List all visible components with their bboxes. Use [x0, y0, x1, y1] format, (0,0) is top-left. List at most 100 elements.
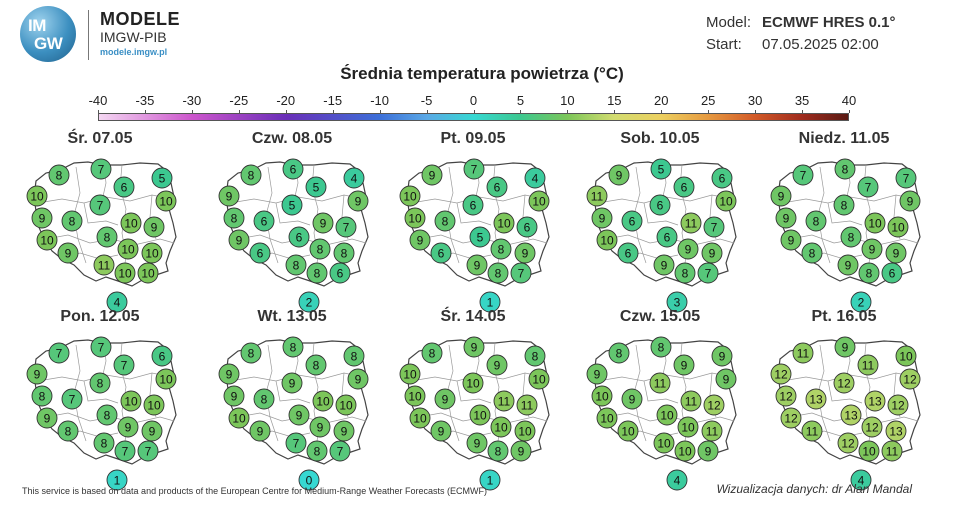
- colorbar-tick-label: 40: [841, 93, 857, 108]
- station-temperature: 6: [657, 199, 664, 213]
- station-temperature: 9: [289, 377, 296, 391]
- station-temperature: 10: [497, 217, 511, 231]
- brand-subtitle: IMGW-PIB: [100, 29, 167, 45]
- station-marker: [486, 176, 508, 198]
- station-temperature: 10: [159, 195, 173, 209]
- station-marker: [343, 345, 365, 367]
- station-temperature: 5: [477, 231, 484, 245]
- colorbar-tick-mark: [332, 110, 334, 113]
- station-temperature: 7: [98, 163, 105, 177]
- brand-url-link[interactable]: modele.imgw.pl: [100, 47, 168, 57]
- station-marker: [249, 420, 271, 442]
- station-marker: [516, 394, 538, 416]
- station-marker: [240, 342, 262, 364]
- station-marker: [329, 440, 351, 462]
- colorbar-tick-mark: [379, 110, 381, 113]
- station-temperature: 7: [343, 221, 350, 235]
- model-label: Model:: [706, 14, 752, 31]
- station-temperature: 10: [159, 373, 173, 387]
- station-marker: [343, 167, 365, 189]
- station-temperature: 9: [681, 359, 688, 373]
- station-marker: [701, 242, 723, 264]
- station-temperature: 10: [532, 373, 546, 387]
- station-temperature: 10: [600, 234, 614, 248]
- station-marker: [120, 212, 142, 234]
- station-marker: [253, 210, 275, 232]
- station-marker: [421, 164, 443, 186]
- station-marker: [113, 354, 135, 376]
- station-temperature: 8: [56, 169, 63, 183]
- station-temperature: 9: [842, 341, 849, 355]
- station-temperature: 9: [845, 259, 852, 273]
- station-temperature: 8: [231, 212, 238, 226]
- station-marker: [26, 185, 48, 207]
- station-marker: [137, 440, 159, 462]
- station-temperature: 9: [442, 393, 449, 407]
- station-temperature: 9: [705, 445, 712, 459]
- station-temperature: 7: [800, 169, 807, 183]
- station-marker: [93, 254, 115, 276]
- colorbar-tick-label: 0: [469, 93, 478, 108]
- station-temperature: 10: [403, 190, 417, 204]
- region-border: [83, 380, 119, 404]
- station-marker: [90, 158, 112, 180]
- station-temperature: 10: [862, 445, 876, 459]
- station-marker: [650, 336, 672, 358]
- day-label: Śr. 14.05: [440, 308, 506, 325]
- station-marker: [281, 194, 303, 216]
- station-temperature: 8: [351, 350, 358, 364]
- brand-title: MODELE: [100, 9, 181, 29]
- station-temperature: 8: [842, 163, 849, 177]
- station-temperature: 10: [413, 412, 427, 426]
- station-marker: [434, 388, 456, 410]
- station-marker: [715, 368, 737, 390]
- station-marker: [36, 229, 58, 251]
- station-temperature: 9: [723, 373, 730, 387]
- station-marker: [801, 242, 823, 264]
- station-temperature: 7: [69, 393, 76, 407]
- station-temperature: 5: [289, 199, 296, 213]
- station-temperature: 7: [518, 267, 525, 281]
- station-marker: [617, 242, 639, 264]
- colorbar-tick-label: -25: [229, 93, 249, 108]
- station-marker: [151, 167, 173, 189]
- station-temperature: 10: [40, 234, 54, 248]
- station-marker: [399, 185, 421, 207]
- region-border: [275, 202, 311, 226]
- region-border: [456, 202, 492, 226]
- station-temperature: 2: [858, 296, 865, 310]
- day-label: Pt. 16.05: [811, 308, 877, 325]
- station-marker: [306, 440, 328, 462]
- station-temperature: 12: [837, 377, 851, 391]
- station-marker: [524, 167, 546, 189]
- station-marker: [711, 167, 733, 189]
- start-label: Start:: [706, 36, 742, 53]
- station-marker: [228, 229, 250, 251]
- station-temperature: 8: [314, 267, 321, 281]
- station-temperature: 9: [34, 368, 41, 382]
- station-temperature: 5: [313, 181, 320, 195]
- station-temperature: 9: [907, 195, 914, 209]
- station-temperature: 8: [317, 243, 324, 257]
- station-temperature: 8: [848, 231, 855, 245]
- station-temperature: 11: [654, 377, 667, 391]
- station-marker: [715, 190, 737, 212]
- station-marker: [805, 210, 827, 232]
- station-marker: [864, 390, 886, 412]
- station-marker: [837, 432, 859, 454]
- station-marker: [466, 254, 488, 276]
- station-temperature: 6: [159, 350, 166, 364]
- station-marker: [516, 216, 538, 238]
- station-temperature: 13: [889, 425, 903, 439]
- station-temperature: 11: [797, 347, 810, 361]
- station-temperature: 6: [494, 181, 501, 195]
- station-marker: [608, 164, 630, 186]
- station-temperature: 11: [685, 395, 698, 409]
- station-marker: [329, 262, 351, 284]
- station-marker: [463, 158, 485, 180]
- station-temperature: 9: [522, 247, 529, 261]
- station-marker: [106, 291, 128, 313]
- colorbar-tick-mark: [473, 110, 475, 113]
- station-temperature: 8: [495, 445, 502, 459]
